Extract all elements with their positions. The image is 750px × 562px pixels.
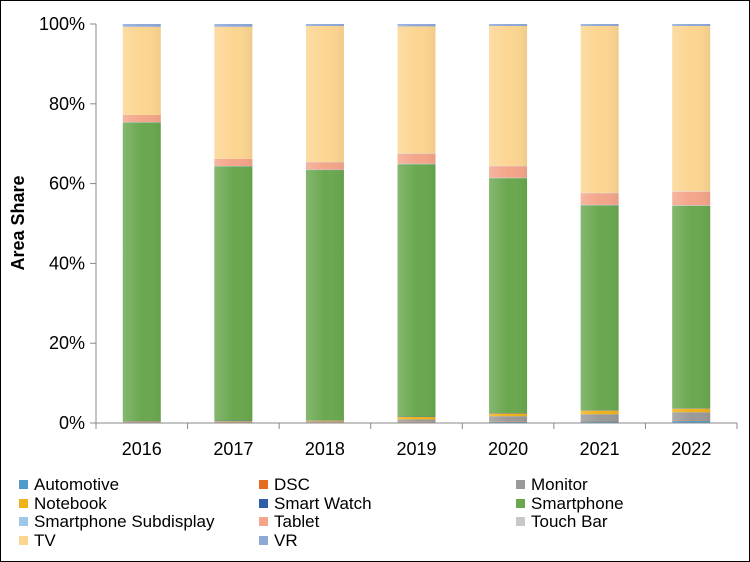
- x-tick-label: 2018: [305, 439, 345, 459]
- legend-item-dsc: DSC: [259, 476, 310, 494]
- legend-swatch: [516, 517, 525, 526]
- x-tick-label: 2021: [580, 439, 620, 459]
- legend-item-monitor: Monitor: [516, 476, 588, 494]
- legend-swatch: [516, 498, 525, 508]
- legend-label: Smart Watch: [274, 493, 372, 513]
- legend-item-smartphone: Smartphone: [516, 493, 624, 513]
- legend-label: TV: [34, 530, 56, 550]
- legend-item-smart-watch: Smart Watch: [259, 493, 372, 513]
- legend-label: Notebook: [34, 493, 107, 513]
- bar-highlight: [397, 24, 436, 423]
- legend-label: VR: [274, 530, 298, 550]
- y-tick-label: 100%: [39, 14, 85, 34]
- bar-stack-2018: [305, 24, 344, 423]
- bar-highlight: [214, 24, 253, 423]
- legend-swatch: [19, 535, 28, 545]
- y-tick-label: 40%: [49, 253, 85, 273]
- x-tick-label: 2017: [213, 439, 253, 459]
- bar-stack-2019: [397, 24, 436, 423]
- legend-swatch: [259, 480, 268, 489]
- legend-swatch: [19, 480, 28, 489]
- bar-highlight: [580, 24, 619, 423]
- bar-stack-2021: [580, 24, 619, 423]
- legend-swatch: [259, 517, 268, 526]
- x-tick-label: 2020: [488, 439, 528, 459]
- legend-label: Automotive: [34, 475, 120, 494]
- legend-item-tv: TV: [19, 530, 56, 550]
- bar-highlight: [489, 24, 528, 423]
- legend-label: DSC: [274, 475, 310, 494]
- stacked-bar-chart: 0% 20% 40% 60% 80% 100% 2016 2017 2018 2019 2020 2…: [8, 14, 738, 459]
- legend-label: Touch Bar: [531, 512, 608, 531]
- y-tick-label: 60%: [49, 174, 85, 194]
- y-tick-label: 20%: [49, 333, 85, 353]
- y-tick-label: 0%: [59, 413, 85, 433]
- legend-item-tablet: Tablet: [259, 513, 319, 531]
- bar-stack-2017: [214, 24, 253, 423]
- bar-highlight: [122, 24, 161, 423]
- bar-highlight: [305, 24, 344, 423]
- legend-label: Smartphone: [531, 493, 624, 513]
- x-tick-label: 2022: [671, 439, 711, 459]
- legend-item-smartphone-subdisplay: Smartphone Subdisplay: [19, 513, 215, 531]
- legend-label: Tablet: [274, 512, 320, 531]
- legend-swatch: [19, 517, 28, 526]
- legend-item-touch-bar: Touch Bar: [516, 513, 608, 531]
- bar-highlight: [672, 24, 711, 423]
- legend-item-notebook: Notebook: [19, 493, 107, 513]
- legend-label: Smartphone Subdisplay: [34, 512, 215, 531]
- x-tick-label: 2016: [122, 439, 162, 459]
- legend-label: Monitor: [531, 475, 588, 494]
- legend-swatch: [19, 498, 28, 508]
- legend-swatch: [259, 535, 268, 545]
- bar-stack-2022: [672, 24, 711, 423]
- legend-swatch: [516, 480, 525, 489]
- bar-stack-2016: [122, 24, 161, 423]
- legend-item-vr: VR: [259, 530, 298, 550]
- bar-stack-2020: [489, 24, 528, 423]
- y-axis-label: Area Share: [8, 175, 28, 270]
- legend-item-automotive: Automotive: [19, 476, 119, 494]
- x-tick-label: 2019: [396, 439, 436, 459]
- y-tick-label: 80%: [49, 94, 85, 114]
- legend-swatch: [259, 498, 268, 508]
